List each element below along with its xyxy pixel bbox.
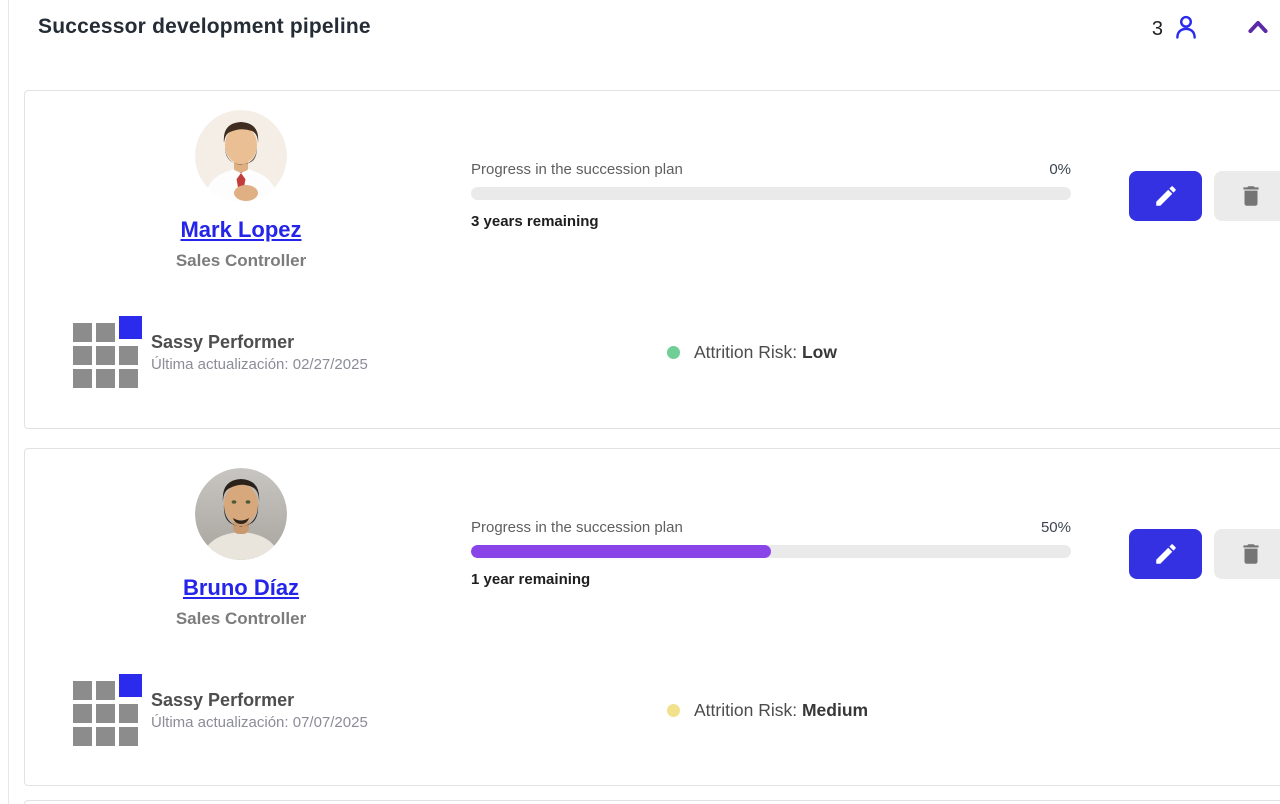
progress-label: Progress in the succession plan (471, 519, 683, 536)
trash-icon (1242, 544, 1259, 564)
nine-box-highlight-cell (119, 674, 142, 697)
successor-card: Bruno Díaz Sales Controller Progress in … (24, 448, 1280, 786)
panel-left-border (8, 0, 9, 804)
person-icon (1172, 13, 1200, 46)
attrition-label: Attrition Risk: (694, 342, 798, 362)
pencil-icon (1155, 544, 1176, 564)
nine-box-highlight-cell (119, 316, 142, 339)
person-role: Sales Controller (175, 609, 307, 628)
delete-button[interactable] (1214, 529, 1280, 579)
progress-percent: 50% (1040, 519, 1071, 536)
attrition-value: Medium (801, 700, 869, 720)
attrition-label: Attrition Risk: (694, 700, 798, 720)
person-column: Mark Lopez Sales Controller (91, 110, 391, 271)
time-remaining: 1 year remaining (471, 571, 591, 588)
successor-count: 3 (1151, 17, 1163, 40)
risk-dot (667, 704, 680, 717)
attrition-risk: Attrition Risk: Medium (667, 700, 868, 721)
last-update: Última actualización: 02/27/2025 (151, 356, 368, 373)
edit-button[interactable] (1129, 529, 1202, 579)
successor-card: Mark Lopez Sales Controller Progress in … (24, 90, 1280, 429)
risk-dot (667, 346, 680, 359)
progress-percent: 0% (1049, 161, 1071, 178)
progress-bar-fill (471, 545, 771, 558)
nine-box-label: Sassy Performer (151, 332, 295, 352)
chevron-up-icon[interactable] (1244, 13, 1272, 46)
attrition-risk: Attrition Risk: Low (667, 342, 837, 363)
person-name-link[interactable]: Bruno Díaz (182, 575, 300, 600)
person-role: Sales Controller (175, 251, 307, 270)
succession-progress: Progress in the succession plan 0% 3 yea… (471, 161, 1071, 230)
pencil-icon (1155, 186, 1176, 206)
progress-bar (471, 545, 1071, 558)
person-column: Bruno Díaz Sales Controller (91, 468, 391, 629)
attrition-value: Low (801, 342, 837, 362)
person-name-link[interactable]: Mark Lopez (180, 217, 302, 242)
edit-button[interactable] (1129, 171, 1202, 221)
progress-bar (471, 187, 1071, 200)
nine-box-label: Sassy Performer (151, 690, 295, 710)
page-title: Successor development pipeline (38, 15, 371, 38)
delete-button[interactable] (1214, 171, 1280, 221)
last-update: Última actualización: 07/07/2025 (151, 714, 368, 731)
nine-box-grid-icon (73, 316, 143, 389)
header-actions: 3 (1152, 12, 1272, 46)
progress-label: Progress in the succession plan (471, 161, 683, 178)
nine-box-grid-icon (73, 674, 143, 747)
avatar-photo[interactable] (195, 468, 287, 560)
avatar-photo[interactable] (195, 110, 287, 202)
time-remaining: 3 years remaining (471, 213, 599, 230)
trash-icon (1242, 186, 1259, 206)
successor-card-partial (24, 800, 1280, 804)
succession-progress: Progress in the succession plan 50% 1 ye… (471, 519, 1071, 588)
